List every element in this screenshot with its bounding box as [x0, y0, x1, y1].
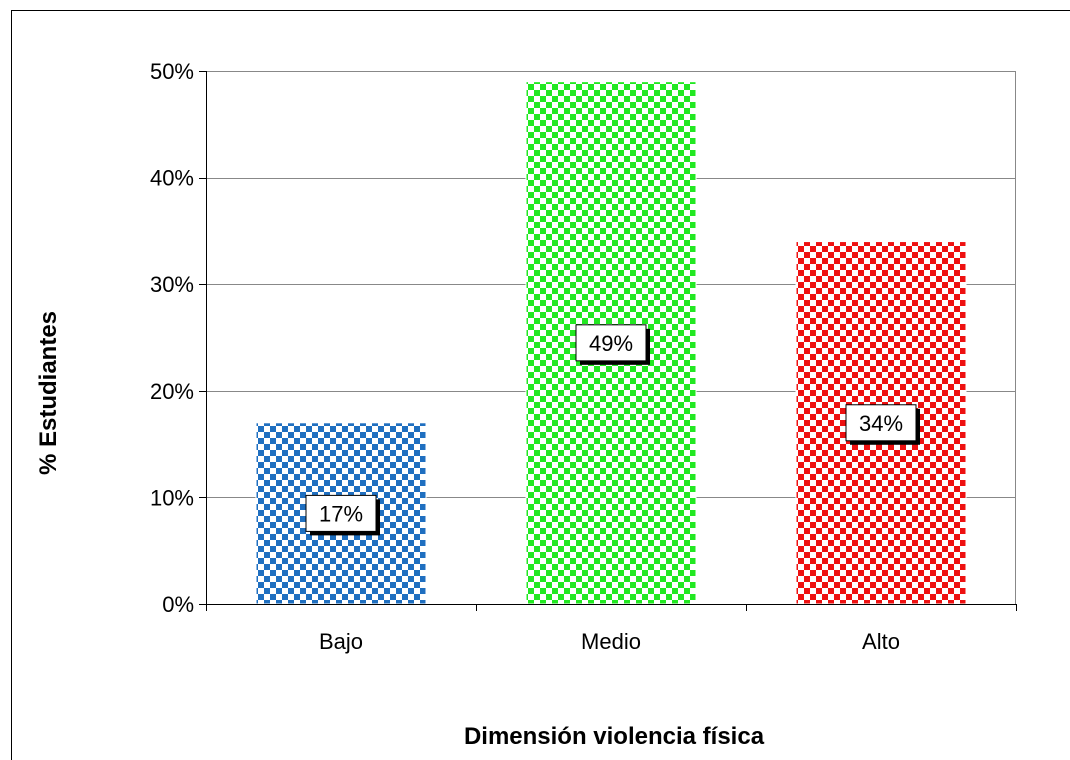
- y-tick-label: 0%: [162, 592, 194, 617]
- x-tick-label: Bajo: [319, 629, 363, 654]
- y-axis-title: % Estudiantes: [35, 311, 62, 475]
- data-label-medio: 49%: [575, 324, 650, 365]
- y-tick-label: 50%: [150, 59, 194, 84]
- y-tick-label: 40%: [150, 166, 194, 191]
- data-label-box: [305, 494, 377, 532]
- data-label-text: 17%: [319, 501, 363, 526]
- data-label-box: [845, 404, 917, 442]
- x-tick-label: Alto: [862, 629, 900, 654]
- data-label-bajo: 17%: [305, 494, 380, 536]
- data-label-box: [575, 324, 647, 362]
- x-axis-title: Dimensión violencia física: [464, 723, 765, 750]
- x-tick-labels: Bajo Medio Alto: [319, 629, 900, 654]
- axes: [199, 71, 1017, 611]
- y-tick-label: 30%: [150, 272, 194, 297]
- data-labels: 17% 49% 34%: [305, 324, 920, 536]
- data-label-text: 49%: [589, 331, 633, 356]
- y-tick-label: 10%: [150, 485, 194, 510]
- x-tick-label: Medio: [581, 629, 641, 654]
- y-tick-label: 20%: [150, 379, 194, 404]
- data-label-text: 34%: [859, 411, 903, 436]
- y-tick-labels: 0% 10% 20% 30% 40% 50%: [150, 59, 194, 617]
- data-label-alto: 34%: [845, 404, 920, 445]
